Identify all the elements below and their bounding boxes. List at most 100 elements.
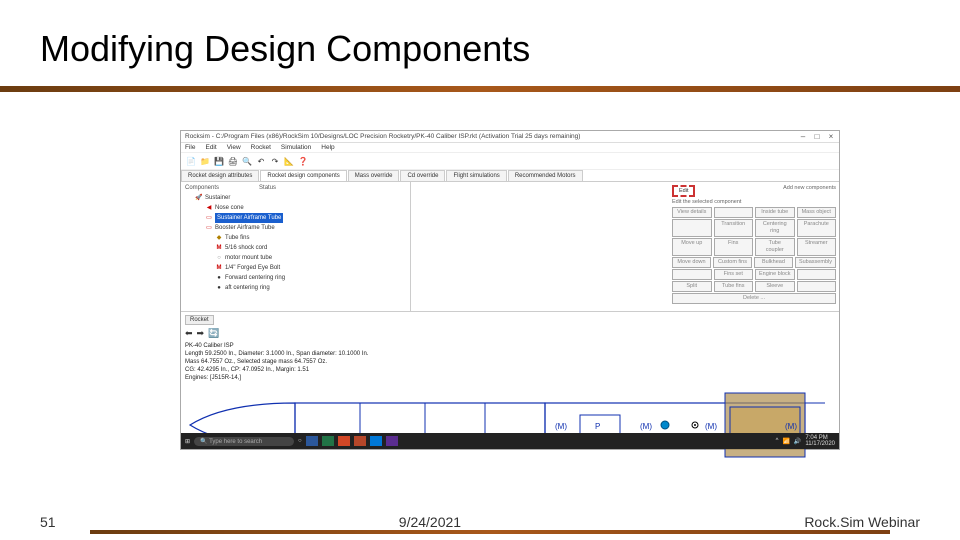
- chip-blank5: [797, 281, 837, 292]
- tray-vol-icon[interactable]: 🔊: [794, 438, 801, 445]
- maximize-button[interactable]: □: [813, 132, 821, 141]
- svg-text:P: P: [595, 422, 600, 431]
- help-icon[interactable]: ❓: [297, 155, 309, 167]
- undo-icon[interactable]: ↶: [255, 155, 267, 167]
- chip-tubecoupler[interactable]: Tube coupler: [755, 238, 795, 256]
- refresh-icon[interactable]: 🔄: [208, 328, 219, 339]
- chip-streamer[interactable]: Streamer: [797, 238, 837, 256]
- menu-view[interactable]: View: [227, 144, 241, 151]
- svg-text:(M): (M): [705, 422, 717, 431]
- tree-item-shockcord[interactable]: M5/16 shock cord: [215, 243, 406, 253]
- tree-item-sustainer-tube[interactable]: ▭Sustainer Airframe Tube: [205, 213, 406, 223]
- diagram-info: PK-40 Caliber ISP Length 59.2500 In., Di…: [185, 342, 835, 382]
- taskbar-app-1[interactable]: [306, 436, 318, 446]
- edit-highlight[interactable]: Edit: [672, 185, 695, 197]
- chip-centeringring[interactable]: Centering ring: [755, 219, 795, 237]
- menubar: File Edit View Rocket Simulation Help: [181, 143, 839, 153]
- chip-engineblock[interactable]: Engine block: [755, 269, 795, 280]
- menu-rocket[interactable]: Rocket: [251, 144, 271, 151]
- taskbar: ⊞ 🔍 Type here to search ○ ^ 📶 🔊 7:04 PM1…: [181, 433, 839, 449]
- tree-item-eyebolt[interactable]: M1/4" Forged Eye Bolt: [215, 263, 406, 273]
- tab-flight[interactable]: Flight simulations: [446, 170, 506, 181]
- tree-item-aft-ring[interactable]: ●aft centering ring: [215, 283, 406, 293]
- chip-massobject[interactable]: Mass object: [797, 207, 837, 218]
- edit-sublabel: Edit the selected component: [672, 199, 836, 205]
- chip-finsset[interactable]: Fins set: [714, 269, 754, 280]
- tray-time[interactable]: 7:04 PM11/17/2020: [805, 435, 835, 447]
- chip-blank3: [672, 269, 712, 280]
- diagram-tab-rocket[interactable]: Rocket: [185, 315, 214, 325]
- add-components-label: Add new components: [783, 185, 836, 197]
- svg-text:(M): (M): [785, 422, 797, 431]
- menu-help[interactable]: Help: [321, 144, 334, 151]
- chip-sleeve[interactable]: Sleeve: [755, 281, 795, 292]
- print-icon[interactable]: 🖨: [227, 155, 239, 167]
- chip-blank2: [672, 219, 712, 237]
- app-titlebar: Rocksim - C:/Program Files (x86)/RockSim…: [181, 131, 839, 143]
- chip-blank4: [797, 269, 837, 280]
- chip-insidetube[interactable]: Inside tube: [755, 207, 795, 218]
- tab-components[interactable]: Rocket design components: [260, 170, 346, 181]
- chip-moveup[interactable]: Move up: [672, 238, 712, 256]
- tree-header-components: Components: [185, 185, 219, 191]
- open-icon[interactable]: 📁: [199, 155, 211, 167]
- chip-bulkhead[interactable]: Bulkhead: [754, 257, 793, 268]
- chip-split[interactable]: Split: [672, 281, 712, 292]
- tree-header-status: Status: [259, 185, 276, 191]
- page-number: 51: [40, 514, 56, 530]
- design-icon[interactable]: 📐: [283, 155, 295, 167]
- tab-bar: Rocket design attributes Rocket design c…: [181, 170, 839, 182]
- chip-tubefins[interactable]: Tube fins: [714, 281, 754, 292]
- rocket-diagram: (M) P (M) (M) (M): [185, 385, 825, 465]
- taskbar-app-3[interactable]: [338, 436, 350, 446]
- chip-blank1: [714, 207, 754, 218]
- menu-file[interactable]: File: [185, 144, 195, 151]
- tree-item-motormount[interactable]: ○motor mount tube: [215, 253, 406, 263]
- tree-item-nosecone[interactable]: ◀Nose cone: [205, 203, 406, 213]
- minimize-button[interactable]: –: [799, 132, 807, 141]
- tray-up-icon[interactable]: ^: [776, 438, 779, 444]
- nav-right-icon[interactable]: ➡: [197, 328, 205, 339]
- taskbar-search[interactable]: 🔍 Type here to search: [194, 437, 294, 446]
- tab-mass[interactable]: Mass override: [348, 170, 400, 181]
- menu-simulation[interactable]: Simulation: [281, 144, 311, 151]
- tree-panel: Components Status 🚀Sustainer ◀Nose cone …: [181, 182, 411, 311]
- title-underline: [0, 86, 960, 92]
- tab-motors[interactable]: Recommended Motors: [508, 170, 583, 181]
- svg-text:(M): (M): [555, 422, 567, 431]
- toolbar: 📄 📁 💾 🖨 🔍 ↶ ↷ 📐 ❓: [181, 153, 839, 170]
- chip-delete[interactable]: Delete ...: [672, 293, 836, 304]
- redo-icon[interactable]: ↷: [269, 155, 281, 167]
- taskbar-app-2[interactable]: [322, 436, 334, 446]
- tree-root[interactable]: 🚀Sustainer: [195, 193, 406, 203]
- zoom-icon[interactable]: 🔍: [241, 155, 253, 167]
- chip-customfins[interactable]: Custom fins: [713, 257, 752, 268]
- tray-net-icon[interactable]: 📶: [782, 438, 789, 445]
- close-button[interactable]: ×: [827, 132, 835, 141]
- save-icon[interactable]: 💾: [213, 155, 225, 167]
- chip-fins[interactable]: Fins: [714, 238, 754, 256]
- nav-left-icon[interactable]: ⬅: [185, 328, 193, 339]
- taskbar-app-6[interactable]: [386, 436, 398, 446]
- chip-viewdetails[interactable]: View details: [672, 207, 712, 218]
- status-area: [411, 182, 669, 311]
- tree-item-fwd-ring[interactable]: ●Forward centering ring: [215, 273, 406, 283]
- side-panel: Edit Add new components Edit the selecte…: [669, 182, 839, 311]
- tab-attributes[interactable]: Rocket design attributes: [181, 170, 259, 181]
- new-icon[interactable]: 📄: [185, 155, 197, 167]
- cortana-icon[interactable]: ○: [298, 438, 302, 444]
- tree-item-booster-tube[interactable]: ▭Booster Airframe Tube: [205, 223, 406, 233]
- chip-movedown[interactable]: Move down: [672, 257, 711, 268]
- tree-item-tubefins[interactable]: ◆Tube fins: [215, 233, 406, 243]
- chip-transition[interactable]: Transition: [714, 219, 754, 237]
- taskbar-app-5[interactable]: [370, 436, 382, 446]
- slide-footer: 51 9/24/2021 Rock.Sim Webinar: [40, 514, 920, 530]
- start-button[interactable]: ⊞: [185, 438, 190, 445]
- chip-parachute[interactable]: Parachute: [797, 219, 837, 237]
- taskbar-app-4[interactable]: [354, 436, 366, 446]
- menu-edit[interactable]: Edit: [205, 144, 216, 151]
- slide-title: Modifying Design Components: [40, 28, 530, 70]
- tab-cd[interactable]: Cd override: [400, 170, 445, 181]
- app-title: Rocksim - C:/Program Files (x86)/RockSim…: [185, 133, 580, 140]
- chip-subassembly[interactable]: Subassembly: [795, 257, 836, 268]
